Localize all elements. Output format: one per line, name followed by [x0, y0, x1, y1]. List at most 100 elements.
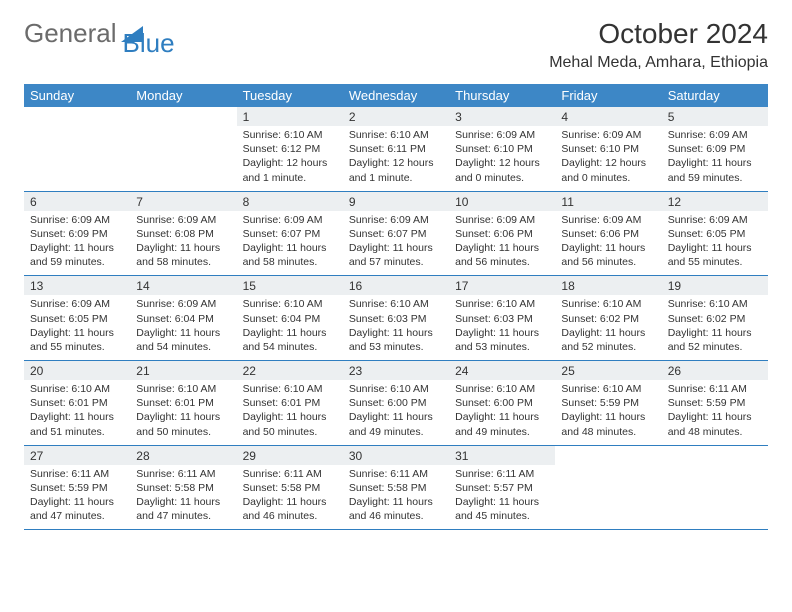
sunrise-text: Sunrise: 6:09 AM: [243, 213, 337, 227]
daylight-text-2: and 52 minutes.: [561, 340, 655, 354]
day-number-cell: 25: [555, 361, 661, 381]
day-body-cell: Sunrise: 6:10 AMSunset: 6:01 PMDaylight:…: [130, 380, 236, 445]
daylight-text-2: and 49 minutes.: [349, 425, 443, 439]
daylight-text-1: Daylight: 11 hours: [561, 241, 655, 255]
day-number-cell: 1: [237, 107, 343, 126]
daylight-text-2: and 46 minutes.: [243, 509, 337, 523]
day-header: Sunday: [24, 84, 130, 107]
daylight-text-2: and 54 minutes.: [243, 340, 337, 354]
day-number-cell: 10: [449, 191, 555, 211]
daylight-text-2: and 55 minutes.: [668, 255, 762, 269]
daylight-text-1: Daylight: 11 hours: [136, 410, 230, 424]
sunrise-text: Sunrise: 6:11 AM: [30, 467, 124, 481]
day-header: Monday: [130, 84, 236, 107]
sunset-text: Sunset: 6:10 PM: [561, 142, 655, 156]
day-number-cell: 18: [555, 276, 661, 296]
daylight-text-1: Daylight: 11 hours: [243, 241, 337, 255]
sunset-text: Sunset: 6:09 PM: [30, 227, 124, 241]
day-number-cell: 13: [24, 276, 130, 296]
day-body-cell: Sunrise: 6:10 AMSunset: 6:04 PMDaylight:…: [237, 295, 343, 360]
day-number-cell: 9: [343, 191, 449, 211]
day-number-cell: 6: [24, 191, 130, 211]
daylight-text-2: and 53 minutes.: [349, 340, 443, 354]
day-body-cell: [555, 465, 661, 530]
daylight-text-1: Daylight: 11 hours: [668, 241, 762, 255]
calendar-table: SundayMondayTuesdayWednesdayThursdayFrid…: [24, 84, 768, 530]
sunset-text: Sunset: 6:04 PM: [243, 312, 337, 326]
sunset-text: Sunset: 6:01 PM: [136, 396, 230, 410]
logo-text-blue: Blue: [123, 28, 175, 58]
sunrise-text: Sunrise: 6:09 AM: [455, 128, 549, 142]
day-body-cell: Sunrise: 6:09 AMSunset: 6:05 PMDaylight:…: [24, 295, 130, 360]
daylight-text-2: and 52 minutes.: [668, 340, 762, 354]
sunset-text: Sunset: 6:05 PM: [668, 227, 762, 241]
day-body-cell: Sunrise: 6:10 AMSunset: 6:12 PMDaylight:…: [237, 126, 343, 191]
sunrise-text: Sunrise: 6:10 AM: [668, 297, 762, 311]
daylight-text-1: Daylight: 11 hours: [349, 495, 443, 509]
day-body-cell: Sunrise: 6:11 AMSunset: 5:59 PMDaylight:…: [662, 380, 768, 445]
sunrise-text: Sunrise: 6:10 AM: [30, 382, 124, 396]
daylight-text-1: Daylight: 11 hours: [455, 326, 549, 340]
day-body-cell: Sunrise: 6:10 AMSunset: 6:01 PMDaylight:…: [237, 380, 343, 445]
sunset-text: Sunset: 6:01 PM: [30, 396, 124, 410]
daylight-text-2: and 50 minutes.: [136, 425, 230, 439]
day-header: Saturday: [662, 84, 768, 107]
day-number-cell: 27: [24, 445, 130, 465]
day-header: Wednesday: [343, 84, 449, 107]
sunset-text: Sunset: 6:07 PM: [243, 227, 337, 241]
sunset-text: Sunset: 6:07 PM: [349, 227, 443, 241]
sunrise-text: Sunrise: 6:09 AM: [136, 213, 230, 227]
sunrise-text: Sunrise: 6:09 AM: [349, 213, 443, 227]
day-number-cell: [555, 445, 661, 465]
sunset-text: Sunset: 6:03 PM: [349, 312, 443, 326]
page-header: General Blue October 2024 Mehal Meda, Am…: [24, 18, 768, 72]
day-number-cell: 16: [343, 276, 449, 296]
day-number-cell: 3: [449, 107, 555, 126]
sunrise-text: Sunrise: 6:11 AM: [455, 467, 549, 481]
logo-text-general: General: [24, 18, 117, 49]
daylight-text-1: Daylight: 12 hours: [561, 156, 655, 170]
day-body-cell: Sunrise: 6:09 AMSunset: 6:09 PMDaylight:…: [662, 126, 768, 191]
daylight-text-1: Daylight: 12 hours: [455, 156, 549, 170]
daylight-text-2: and 0 minutes.: [561, 171, 655, 185]
sunset-text: Sunset: 5:58 PM: [349, 481, 443, 495]
sunrise-text: Sunrise: 6:09 AM: [30, 297, 124, 311]
sunset-text: Sunset: 6:10 PM: [455, 142, 549, 156]
daylight-text-2: and 48 minutes.: [561, 425, 655, 439]
daylight-text-1: Daylight: 11 hours: [30, 241, 124, 255]
day-body-cell: Sunrise: 6:10 AMSunset: 6:01 PMDaylight:…: [24, 380, 130, 445]
day-number-cell: 28: [130, 445, 236, 465]
day-body-cell: Sunrise: 6:11 AMSunset: 5:58 PMDaylight:…: [343, 465, 449, 530]
daylight-text-2: and 49 minutes.: [455, 425, 549, 439]
title-month: October 2024: [549, 18, 768, 50]
sunset-text: Sunset: 6:08 PM: [136, 227, 230, 241]
daylight-text-1: Daylight: 11 hours: [561, 326, 655, 340]
daylight-text-2: and 45 minutes.: [455, 509, 549, 523]
day-body-cell: Sunrise: 6:09 AMSunset: 6:05 PMDaylight:…: [662, 211, 768, 276]
day-number-cell: 30: [343, 445, 449, 465]
sunrise-text: Sunrise: 6:10 AM: [455, 297, 549, 311]
day-number-cell: 17: [449, 276, 555, 296]
daylight-text-2: and 46 minutes.: [349, 509, 443, 523]
daylight-text-1: Daylight: 11 hours: [349, 241, 443, 255]
sunset-text: Sunset: 6:12 PM: [243, 142, 337, 156]
day-body-cell: Sunrise: 6:10 AMSunset: 6:11 PMDaylight:…: [343, 126, 449, 191]
sunrise-text: Sunrise: 6:11 AM: [243, 467, 337, 481]
day-body-cell: Sunrise: 6:10 AMSunset: 6:00 PMDaylight:…: [449, 380, 555, 445]
day-body-cell: Sunrise: 6:09 AMSunset: 6:07 PMDaylight:…: [343, 211, 449, 276]
sunset-text: Sunset: 5:59 PM: [30, 481, 124, 495]
day-body-cell: [662, 465, 768, 530]
day-number-cell: 11: [555, 191, 661, 211]
daylight-text-1: Daylight: 11 hours: [136, 241, 230, 255]
daylight-text-1: Daylight: 11 hours: [136, 495, 230, 509]
sunset-text: Sunset: 6:00 PM: [455, 396, 549, 410]
day-body-cell: Sunrise: 6:10 AMSunset: 6:02 PMDaylight:…: [555, 295, 661, 360]
day-header: Friday: [555, 84, 661, 107]
sunrise-text: Sunrise: 6:10 AM: [243, 297, 337, 311]
day-number-cell: 5: [662, 107, 768, 126]
sunrise-text: Sunrise: 6:09 AM: [668, 213, 762, 227]
day-number-cell: 19: [662, 276, 768, 296]
day-number-cell: 12: [662, 191, 768, 211]
sunrise-text: Sunrise: 6:10 AM: [561, 297, 655, 311]
daylight-text-1: Daylight: 11 hours: [243, 495, 337, 509]
